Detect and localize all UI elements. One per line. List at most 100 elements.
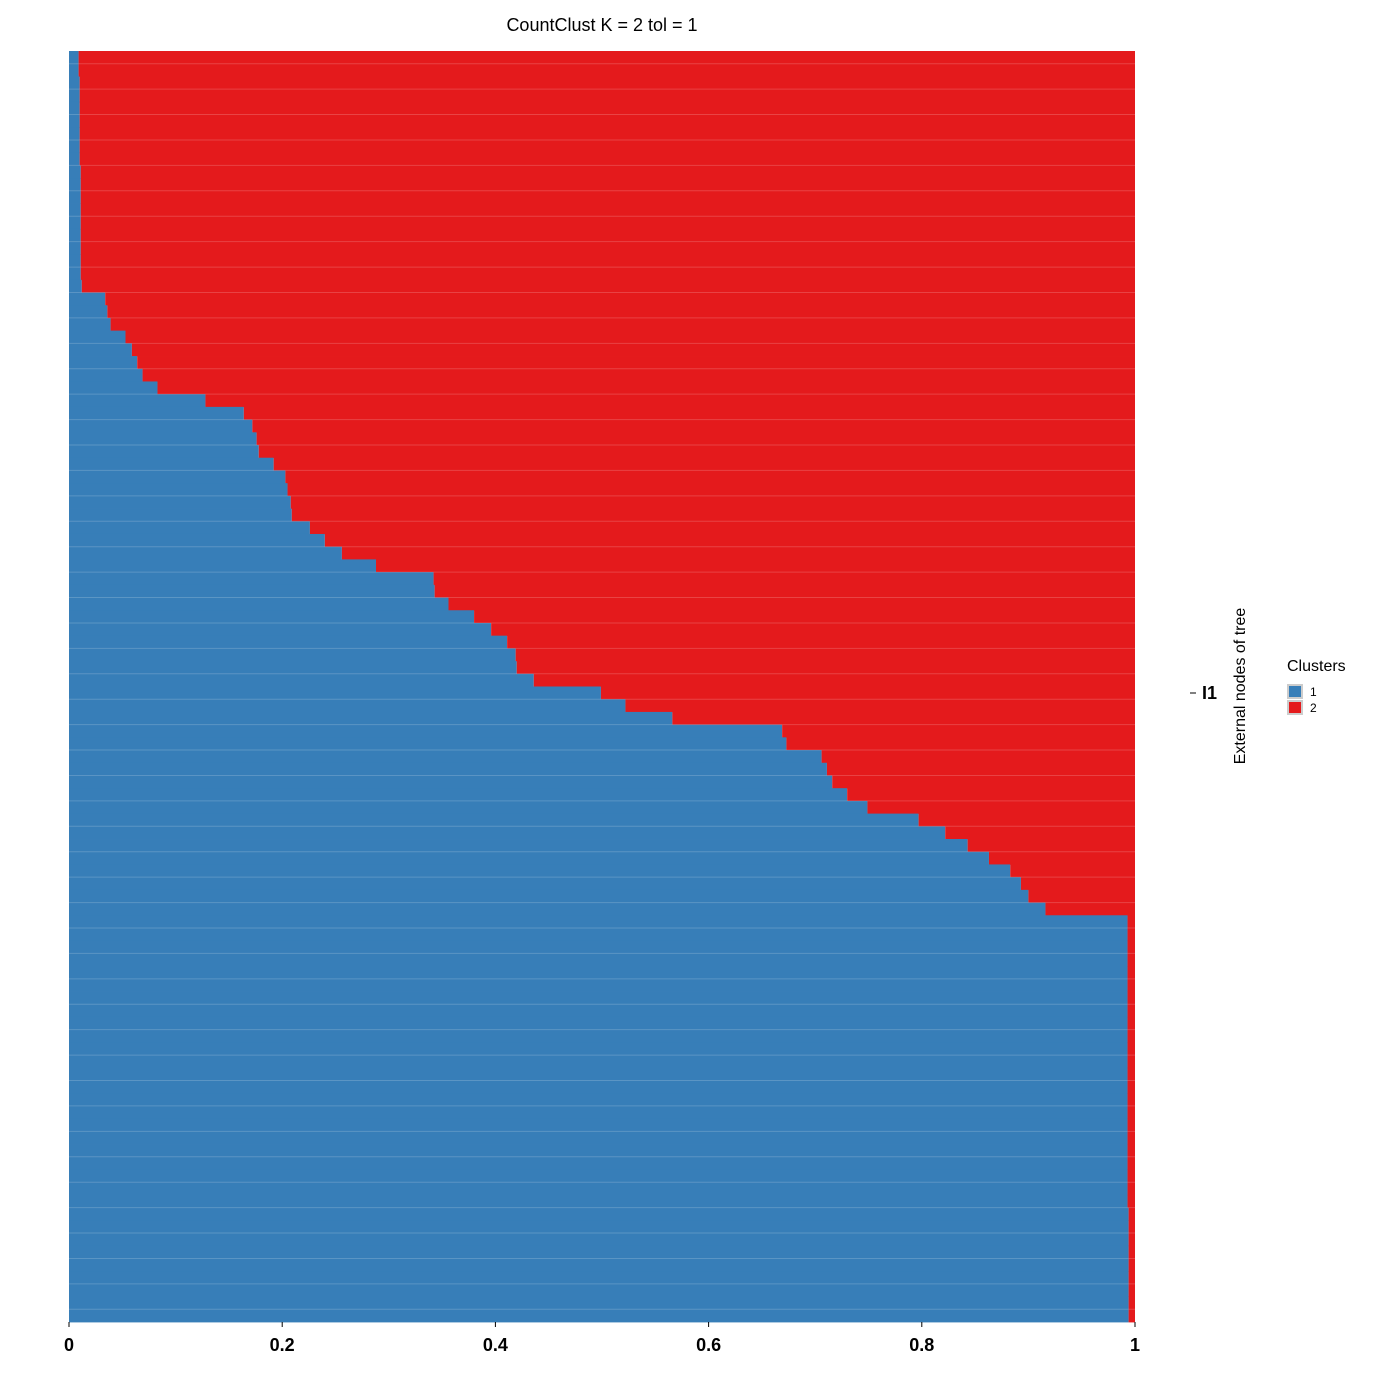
x-tick-label: 0 [64,1335,74,1355]
bar-cluster-2 [205,394,1135,408]
bar-cluster-2 [291,508,1135,522]
bar-cluster-1 [69,521,310,535]
bar-cluster-1 [69,1271,1129,1285]
bar-cluster-1 [69,228,81,243]
bar-cluster-2 [79,76,1135,90]
bar-cluster-1 [69,127,80,141]
bar-cluster-1 [69,63,79,77]
bar-cluster-1 [69,673,534,687]
bar-cluster-2 [79,114,1135,128]
bar-cluster-1 [69,750,822,764]
bar-cluster-2 [287,483,1135,497]
bar-cluster-1 [69,381,158,395]
bar-cluster-1 [69,686,601,700]
bar-cluster-2 [918,813,1135,827]
bar-cluster-2 [252,419,1136,433]
bar-cluster-1 [69,1258,1129,1272]
bar-cluster-1 [69,661,517,675]
bar-cluster-2 [1127,1016,1135,1031]
bar-cluster-2 [600,686,1135,700]
bar-cluster-2 [78,63,1136,77]
bar-cluster-1 [69,889,1029,903]
bar-cluster-2 [867,800,1135,814]
bar-cluster-2 [1127,1004,1135,1018]
bar-cluster-2 [507,635,1136,649]
bar-cluster-1 [69,546,342,560]
leaf-label: I1 [1202,683,1217,703]
bar-cluster-2 [1127,1105,1135,1120]
bar-cluster-1 [69,1131,1128,1145]
bar-cluster-1 [69,1169,1128,1183]
bar-cluster-2 [105,292,1135,306]
bar-cluster-1 [69,915,1128,929]
bar-cluster-2 [1127,927,1135,942]
bar-cluster-2 [80,178,1136,192]
bar-cluster-2 [1127,966,1135,980]
bar-cluster-1 [69,445,259,459]
bar-cluster-1 [69,1093,1128,1107]
x-tick-label: 0.6 [696,1335,721,1355]
bar-cluster-2 [131,343,1136,357]
bar-cluster-2 [1127,991,1135,1005]
bar-cluster-2 [1128,1207,1135,1221]
bar-cluster-2 [137,356,1135,370]
bar-cluster-2 [80,267,1136,281]
bar-cluster-2 [258,445,1135,459]
bar-cluster-2 [988,851,1135,865]
bar-cluster-1 [69,114,80,128]
bar-cluster-1 [69,139,80,154]
bar-cluster-2 [79,152,1135,166]
bar-cluster-1 [69,584,435,598]
bar-cluster-1 [69,1004,1128,1018]
bar-cluster-2 [376,559,1135,573]
bar-cluster-1 [69,279,82,293]
x-tick-label: 0.4 [483,1335,508,1355]
bar-cluster-2 [625,699,1135,713]
bar-cluster-1 [69,1118,1128,1132]
bar-cluster-1 [69,508,292,522]
bar-cluster-1 [69,800,868,814]
legend-title: Clusters [1287,658,1346,675]
bar-cluster-1 [69,343,132,357]
chart-title: CountClust K = 2 tol = 1 [506,15,697,35]
bar-cluster-2 [515,648,1135,662]
bar-cluster-2 [433,572,1135,586]
bar-cluster-1 [69,1156,1128,1170]
bar-cluster-1 [69,813,919,827]
bar-cluster-2 [491,622,1135,637]
bar-cluster-2 [157,381,1135,395]
bar-cluster-1 [69,597,449,611]
bar-cluster-1 [69,317,111,332]
bar-cluster-1 [69,978,1128,992]
bar-cluster-2 [309,521,1135,535]
bar-cluster-1 [69,572,434,586]
bar-cluster-2 [79,89,1135,103]
bar-cluster-1 [69,483,288,497]
bar-cluster-1 [69,1245,1129,1259]
bar-cluster-2 [1128,1296,1135,1310]
bar-cluster-1 [69,216,81,230]
bar-cluster-1 [69,267,81,281]
legend-swatch [1289,686,1301,697]
bar-cluster-1 [69,699,626,713]
bar-cluster-2 [324,533,1136,548]
bar-cluster-2 [474,610,1136,624]
bar-cluster-2 [516,661,1135,675]
bar-cluster-1 [69,76,80,90]
bar-cluster-1 [69,368,143,382]
bar-cluster-2 [1127,1067,1135,1081]
bar-cluster-1 [69,940,1128,954]
bar-cluster-1 [69,241,81,255]
bar-cluster-1 [69,1182,1128,1196]
bar-cluster-2 [285,470,1135,484]
bar-cluster-2 [448,597,1136,611]
bar-cluster-2 [1128,1283,1135,1297]
bar-cluster-2 [826,762,1135,776]
bar-cluster-1 [69,1042,1128,1056]
leaf-tick: I1 [1190,683,1217,703]
bar-cluster-1 [69,495,291,509]
bar-cluster-1 [69,927,1128,942]
bar-cluster-1 [69,826,946,840]
bar-cluster-2 [80,216,1136,230]
